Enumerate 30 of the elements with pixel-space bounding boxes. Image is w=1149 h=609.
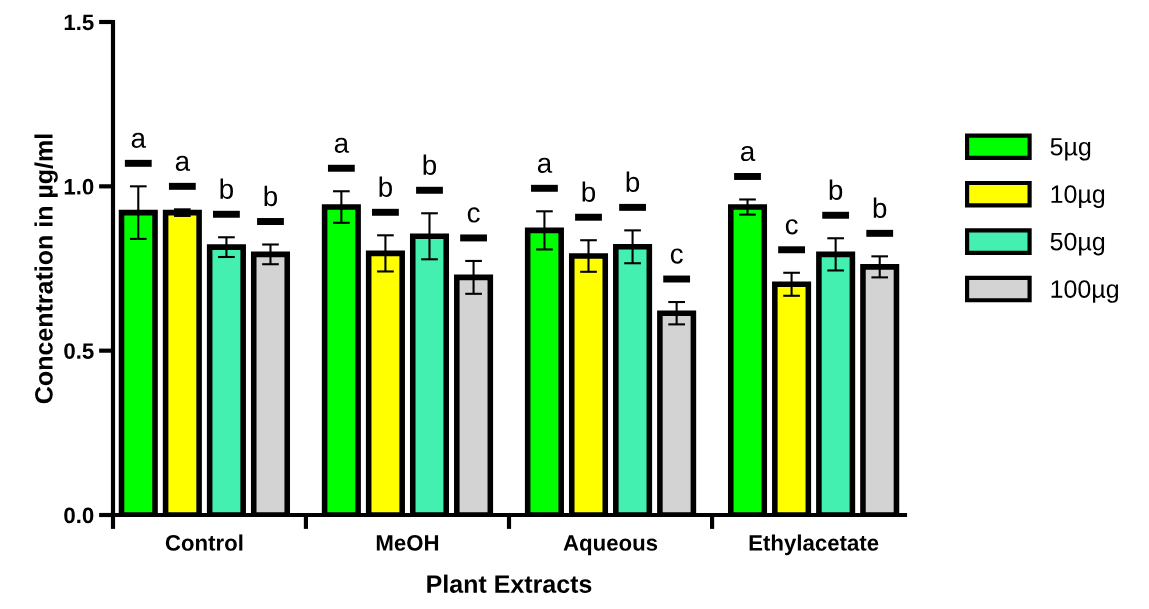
x-tick-label: Aqueous bbox=[563, 535, 658, 556]
legend-label: 50µg bbox=[1050, 232, 1105, 256]
y-axis-title: Concentration in µg/ml bbox=[34, 134, 58, 404]
data-label: a bbox=[334, 137, 350, 153]
y-tick-label: 0.0 bbox=[64, 507, 94, 524]
data-label: b bbox=[829, 179, 843, 200]
data-label: b bbox=[423, 154, 437, 175]
x-tick-label: MeOH bbox=[376, 535, 439, 551]
y-tick-label: 1.0 bbox=[64, 178, 94, 195]
data-label: a bbox=[175, 155, 191, 171]
data-label: a bbox=[740, 145, 756, 162]
y-tick-label: 0.5 bbox=[64, 343, 94, 359]
data-label: a bbox=[131, 132, 147, 148]
data-label: c bbox=[467, 207, 480, 223]
legend-label: 100µg bbox=[1051, 280, 1119, 303]
y-tick-label: 1.5 bbox=[64, 14, 94, 31]
legend-label: 5µg bbox=[1050, 138, 1091, 161]
data-label: b bbox=[264, 185, 278, 207]
data-label: a bbox=[537, 157, 553, 173]
x-tick-label: Control bbox=[165, 534, 243, 551]
data-label: c bbox=[670, 248, 683, 264]
data-label: b bbox=[220, 178, 233, 199]
data-label: b bbox=[626, 171, 640, 193]
data-label: b bbox=[582, 181, 596, 202]
data-label: c bbox=[785, 219, 798, 235]
legend-label: 10µg bbox=[1051, 185, 1105, 208]
data-label: b bbox=[379, 176, 392, 197]
x-axis-title: Plant Extracts bbox=[427, 574, 592, 593]
data-label: b bbox=[873, 197, 887, 218]
x-tick-label: Ethylacetate bbox=[749, 534, 879, 556]
